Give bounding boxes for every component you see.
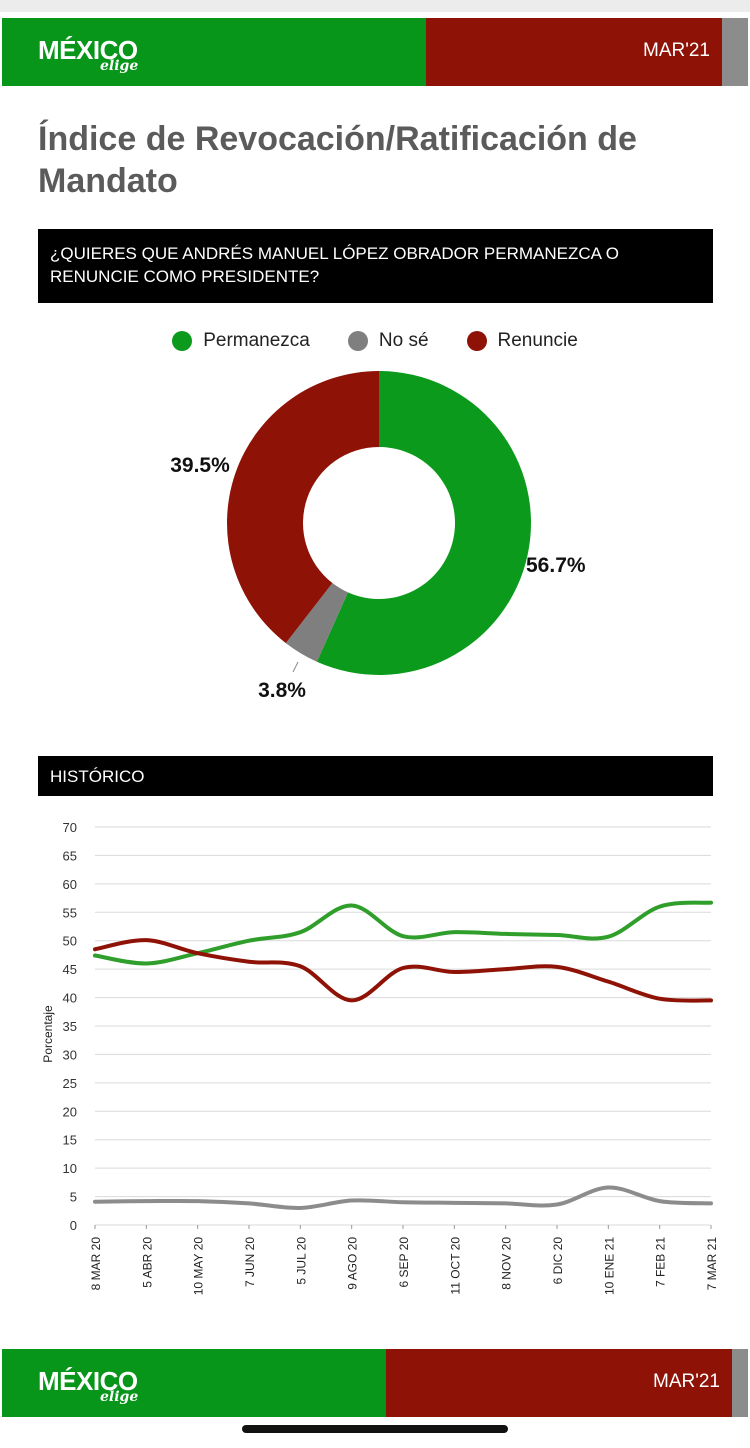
line-chart: 0 5 10 15 20 25 30 35 40 45 50 55 60 65 70 Porcentaje 8 …	[41, 820, 719, 1296]
y-tick-label-45: 45	[63, 962, 77, 977]
home-indicator[interactable]	[242, 1425, 508, 1433]
x-tick-label-5-jul-20: 5 JUL 20	[294, 1237, 308, 1285]
y-tick-label-70: 70	[63, 820, 77, 835]
y-tick-label-30: 30	[63, 1047, 77, 1062]
donut-legend: Permanezca No sé Renuncie	[0, 330, 750, 352]
x-tick-label-6-dic-20: 6 DIC 20	[551, 1237, 565, 1285]
page-title: Índice de Revocación/Ratificación de Man…	[38, 120, 637, 200]
donut-slice-permanezca	[316, 371, 531, 675]
y-tick-label-15: 15	[63, 1133, 77, 1148]
x-tick-label-7-jun-20: 7 JUN 20	[243, 1237, 257, 1287]
brand-logo: MÉXICO	[38, 35, 138, 65]
footer-brand-logo: MÉXICO	[38, 1366, 138, 1396]
donut-slice-renuncie	[226, 371, 379, 644]
status-strip	[0, 0, 750, 12]
donut-chart: 56.7% 3.8% 39.5%	[170, 371, 586, 702]
legend-item-renuncie: Renuncie	[466, 330, 578, 352]
x-tick-label-7-feb-21: 7 FEB 21	[654, 1237, 668, 1287]
legend-item-permanezca: Permanezca	[172, 330, 310, 352]
donut-leader-line	[292, 661, 299, 673]
series-line-renuncie	[93, 938, 713, 1003]
donut-label-renuncie: 39.5%	[170, 454, 230, 477]
donut-label-permanezca: 56.7%	[526, 554, 586, 577]
legend-item-no-se: No sé	[347, 330, 429, 352]
footer-banner: MÉXICO elige MAR'21	[2, 1349, 748, 1417]
y-tick-label-10: 10	[63, 1161, 77, 1176]
x-tick-label-8-mar-20: 8 MAR 20	[89, 1237, 103, 1291]
header-banner-red: MAR'21	[426, 18, 722, 86]
x-tick-label-8-nov-20: 8 NOV 20	[500, 1237, 514, 1290]
question-banner: ¿QUIERES QUE ANDRÉS MANUEL LÓPEZ OBRADOR…	[38, 229, 713, 303]
footer-banner-grey	[732, 1349, 748, 1417]
legend-swatch-no-se	[347, 331, 368, 351]
header-banner: MÉXICO elige MAR'21	[2, 18, 748, 86]
x-tick-label-6-sep-20: 6 SEP 20	[397, 1237, 411, 1288]
y-tick-label-20: 20	[63, 1104, 77, 1119]
x-tick-label-10-may-20: 10 MAY 20	[192, 1237, 206, 1296]
x-tick-label-11-oct-20: 11 OCT 20	[448, 1237, 462, 1295]
x-tick-label-9-ago-20: 9 AGO 20	[346, 1237, 360, 1290]
footer-banner-green: MÉXICO elige	[2, 1349, 386, 1417]
y-tick-label-25: 25	[63, 1076, 77, 1091]
series-line-no-se	[93, 1185, 713, 1210]
x-tick-label-7-mar-21: 7 MAR 21	[705, 1237, 719, 1291]
period-label: MAR'21	[643, 40, 710, 61]
footer-banner-red: MAR'21	[386, 1349, 732, 1417]
y-tick-label-60: 60	[63, 877, 77, 892]
y-tick-label-55: 55	[63, 905, 77, 920]
brand-tagline: elige	[100, 58, 139, 74]
historico-banner: HISTÓRICO	[38, 756, 713, 796]
footer-brand-tagline: elige	[100, 1389, 139, 1405]
legend-swatch-renuncie	[466, 331, 487, 351]
y-tick-label-40: 40	[63, 991, 77, 1006]
header-banner-green: MÉXICO elige	[2, 18, 426, 86]
y-tick-label-0: 0	[70, 1218, 77, 1233]
y-axis-title: Porcentaje	[41, 1005, 55, 1063]
footer-period-label: MAR'21	[653, 1371, 720, 1392]
legend-label-permanezca: Permanezca	[203, 330, 310, 351]
y-tick-label-50: 50	[63, 934, 77, 949]
legend-swatch-permanezca	[172, 331, 193, 351]
header-banner-grey	[722, 18, 748, 86]
legend-label-renuncie: Renuncie	[497, 330, 578, 351]
donut-slice-no-se	[285, 583, 348, 662]
series-line-permanezca	[93, 900, 713, 966]
legend-label-no-se: No sé	[378, 330, 429, 351]
y-tick-label-65: 65	[63, 848, 77, 863]
y-tick-label-35: 35	[63, 1019, 77, 1034]
x-tick-label-10-ene-21: 10 ENE 21	[602, 1237, 616, 1295]
y-tick-label-5: 5	[70, 1190, 77, 1205]
x-tick-label-5-abr-20: 5 ABR 20	[140, 1237, 154, 1288]
donut-label-no-se: 3.8%	[258, 679, 306, 702]
